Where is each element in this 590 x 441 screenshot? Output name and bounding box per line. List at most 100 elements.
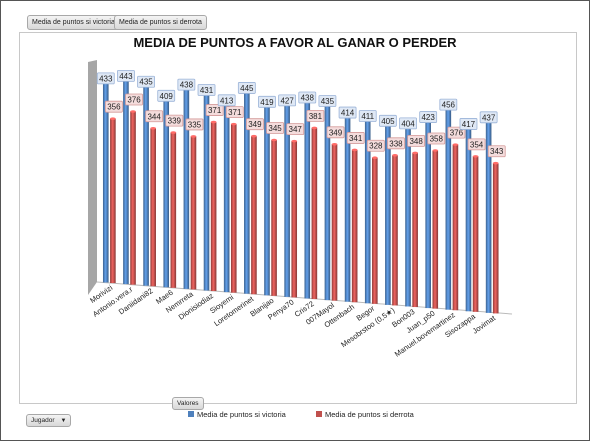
bar-cap-s1-13 (372, 156, 378, 160)
data-label-box-s1-2 (145, 110, 164, 123)
bar-s0-3 (163, 99, 170, 288)
data-label-box-s1-19 (487, 145, 506, 158)
bar-cap-s1-2 (150, 126, 156, 130)
data-label-s0-5: 431 (200, 86, 214, 95)
data-label-s1-1: 376 (127, 96, 141, 105)
data-label-box-s0-13 (358, 110, 377, 122)
bar-s1-11 (331, 144, 338, 301)
bar-s1-10 (311, 127, 318, 300)
data-label-box-s1-11 (326, 126, 345, 139)
data-label-box-s0-6 (217, 94, 236, 107)
data-label-s1-9: 347 (289, 125, 303, 134)
bar-s1-8 (271, 140, 277, 296)
legend-item-victoria: Media de puntos si victoria (188, 410, 286, 420)
bar-s0-2 (143, 85, 149, 286)
data-label-s0-10: 438 (301, 94, 315, 103)
data-label-s1-0: 356 (107, 103, 121, 112)
data-label-s1-7: 349 (248, 120, 262, 129)
bar-cap-s1-12 (351, 148, 358, 152)
bar-s0-0 (102, 82, 109, 283)
bar-s0-7 (244, 91, 250, 294)
bar-cap-s1-3 (170, 131, 177, 134)
data-label-box-s1-13 (366, 139, 385, 152)
data-label-box-s1-3 (165, 114, 184, 127)
bar-s1-19 (492, 163, 499, 314)
data-label-box-s1-14 (387, 137, 405, 150)
bar-cap-s1-8 (271, 138, 277, 142)
data-label-box-s1-18 (467, 138, 486, 151)
data-label-box-s0-11 (318, 95, 337, 107)
bar-s1-6 (230, 124, 237, 293)
bar-s1-1 (130, 111, 136, 285)
data-label-box-s0-2 (137, 75, 155, 88)
data-label-box-s0-5 (197, 84, 216, 96)
data-label-box-s0-18 (459, 118, 478, 130)
data-label-box-s1-15 (407, 134, 426, 147)
data-label-box-s1-8 (266, 122, 284, 134)
bar-s0-19 (485, 121, 492, 313)
bar-s1-4 (190, 136, 197, 290)
bar-cap-s1-14 (392, 154, 398, 157)
bar-s1-13 (372, 157, 378, 304)
data-label-s0-8: 419 (260, 98, 274, 107)
bar-cap-s1-0 (110, 117, 116, 120)
bar-s0-5 (203, 93, 210, 291)
dropdown-arrow-icon: ▼ (60, 418, 67, 424)
data-label-box-s1-0 (104, 100, 123, 113)
bar-s1-2 (150, 128, 156, 287)
side-wall (88, 60, 97, 295)
data-label-box-s1-1 (125, 93, 143, 106)
data-label-box-s0-16 (419, 111, 438, 123)
data-label-s0-2: 435 (139, 78, 153, 87)
data-labels-group: 4333564433764353444093394383354313714133… (96, 70, 506, 158)
data-label-box-s0-3 (157, 89, 176, 102)
chart-title: MEDIA DE PUNTOS A FAVOR AL GANAR O PERDE… (133, 35, 457, 50)
data-label-s1-10: 381 (309, 112, 323, 121)
bar-s0-1 (123, 79, 129, 285)
data-label-s1-16: 358 (430, 135, 444, 144)
data-label-box-s1-12 (346, 132, 365, 144)
data-label-s1-14: 338 (389, 139, 403, 148)
data-label-s1-4: 335 (188, 120, 202, 129)
bar-cap-s1-5 (210, 120, 217, 124)
data-label-box-s0-0 (96, 72, 115, 85)
data-label-box-s1-6 (225, 106, 244, 119)
bar-s1-7 (251, 136, 257, 295)
data-label-box-s0-4 (177, 78, 196, 91)
data-label-box-s0-10 (298, 91, 317, 104)
bar-s0-15 (405, 127, 411, 307)
data-label-box-s1-9 (286, 123, 305, 136)
bar-s0-10 (304, 101, 311, 299)
bar-cap-s1-4 (190, 135, 197, 138)
data-label-box-s0-14 (378, 114, 397, 127)
jugador-filter-button[interactable]: Jugador ▼ (26, 414, 72, 427)
bar-s0-18 (465, 127, 472, 312)
jugador-label: Jugador (31, 417, 55, 424)
legend-swatch-victoria (188, 411, 194, 417)
bar-cap-s1-9 (291, 139, 298, 143)
bar-s0-9 (284, 104, 290, 297)
legend-item-derrota: Media de puntos si derrota (316, 410, 414, 420)
data-label-box-s1-5 (205, 104, 224, 116)
data-label-box-s0-1 (117, 70, 135, 82)
bar-s1-16 (432, 150, 439, 309)
data-label-box-s1-16 (427, 132, 446, 145)
data-label-s1-8: 345 (268, 124, 282, 133)
bar-s1-5 (210, 122, 217, 292)
field-button-derrota[interactable]: Media de puntos si derrota (114, 15, 207, 30)
data-label-s1-3: 339 (168, 117, 182, 126)
bar-cap-s1-15 (412, 151, 418, 155)
bar-cap-s1-7 (251, 134, 257, 138)
legend-label-victoria: Media de puntos si victoria (197, 410, 286, 419)
valores-button[interactable]: Valores (172, 397, 204, 410)
data-label-s0-7: 445 (240, 84, 254, 93)
bar-s0-13 (364, 120, 371, 304)
bar-s1-9 (291, 141, 298, 298)
legend-swatch-derrota (316, 411, 322, 417)
data-label-box-s0-7 (237, 82, 256, 94)
field-button-victoria[interactable]: Media de puntos si victoria (27, 15, 120, 30)
data-label-s0-4: 438 (180, 81, 194, 90)
data-label-s0-17: 456 (442, 101, 456, 110)
bar-s1-15 (412, 152, 418, 308)
